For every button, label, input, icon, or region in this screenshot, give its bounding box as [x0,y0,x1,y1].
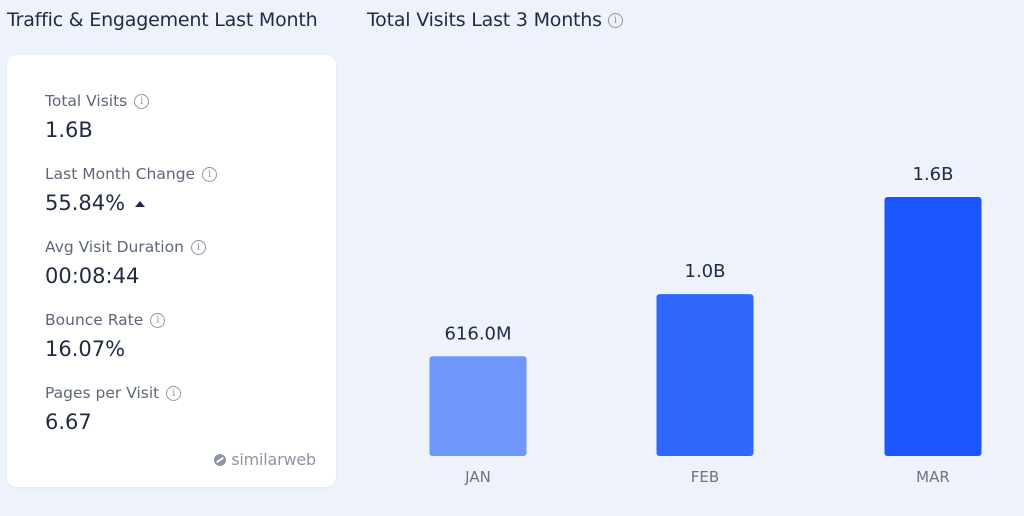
brand-text: similarweb [231,450,316,469]
metric-value-text: 16.07% [45,337,126,361]
metric-pages-per-visit: Pages per Visit i 6.67 [45,383,182,435]
bar-chart: 616.0M JAN 1.0B FEB 1.6B MAR [429,164,982,486]
bar-jan[interactable] [429,356,527,456]
similarweb-logo: similarweb [214,450,316,469]
metric-value: 00:08:44 [45,263,206,289]
bar-feb[interactable] [656,294,754,456]
left-panel-title: Traffic & Engagement Last Month [7,9,318,31]
chart-title-text: Total Visits Last 3 Months [367,9,602,31]
metric-label-text: Total Visits [45,92,128,110]
metric-total-visits: Total Visits i 1.6B [45,91,150,143]
similarweb-logo-icon [214,453,227,466]
bar-mar[interactable] [884,197,982,456]
x-tick-label-jan: JAN [464,468,491,486]
metric-value-text: 55.84% [45,191,126,215]
metric-avg-visit-duration: Avg Visit Duration i 00:08:44 [45,237,206,289]
metric-value: 6.67 [45,409,181,435]
x-tick-label-mar: MAR [916,468,950,486]
info-icon[interactable]: i [134,93,150,109]
metric-label-text: Bounce Rate [45,311,144,329]
info-icon[interactable]: i [607,12,623,28]
metric-label: Total Visits i [45,91,150,111]
info-icon[interactable]: i [166,385,182,401]
metric-value-text: 1.6B [45,118,93,142]
metric-label: Pages per Visit i [45,383,182,403]
metric-last-month-change: Last Month Change i 55.84% [45,164,218,216]
metric-value: 1.6B [45,117,149,143]
metric-value: 16.07% [45,336,165,362]
metric-label: Bounce Rate i [45,310,166,330]
metric-label: Avg Visit Duration i [45,237,206,257]
metric-value-text: 00:08:44 [45,264,140,288]
metric-value-text: 6.67 [45,410,92,434]
metric-label: Last Month Change i [45,164,218,184]
x-tick-label-feb: FEB [691,468,719,486]
trend-up-icon [135,201,146,207]
chart-title: Total Visits Last 3 Months i [367,9,623,31]
metric-label-text: Pages per Visit [45,384,160,402]
metric-bounce-rate: Bounce Rate i 16.07% [45,310,166,362]
info-icon[interactable]: i [202,166,218,182]
data-label-feb: 1.0B [685,261,726,282]
metric-label-text: Last Month Change [45,165,196,183]
info-icon[interactable]: i [150,312,166,328]
info-icon[interactable]: i [190,239,206,255]
data-label-jan: 616.0M [444,323,511,344]
engagement-card: Total Visits i 1.6B Last Month Change i … [7,55,336,487]
metric-label-text: Avg Visit Duration [45,238,184,256]
metric-value: 55.84% [45,190,217,216]
data-label-mar: 1.6B [913,164,954,185]
